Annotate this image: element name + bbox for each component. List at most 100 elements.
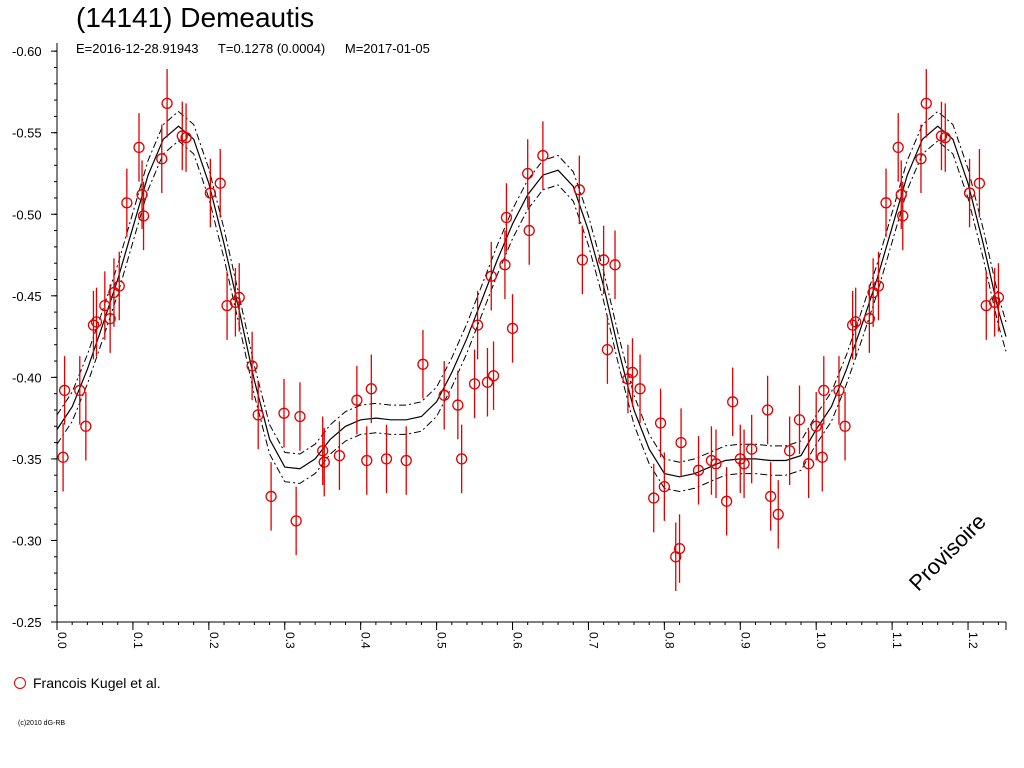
data-point <box>233 291 245 304</box>
data-point <box>265 490 277 503</box>
y-tick-label: -0.35 <box>12 452 42 467</box>
fit-curves <box>56 110 1007 493</box>
y-tick-label: -0.40 <box>12 370 42 385</box>
data-point <box>601 343 614 356</box>
data-point <box>537 149 549 162</box>
data-point <box>576 254 589 266</box>
data-point <box>783 445 796 457</box>
legend-label: Francois Kugel et al. <box>33 675 161 691</box>
data-point <box>597 254 610 266</box>
data-point <box>417 358 429 370</box>
data-point <box>204 187 217 199</box>
data-point <box>481 376 494 388</box>
period-label: T=0.1278 (0.0004) <box>217 41 326 56</box>
data-point <box>133 141 145 154</box>
fit-upper-band <box>56 110 1007 463</box>
data-point <box>626 366 639 379</box>
data-point <box>87 319 100 331</box>
mid-date-label: M=2017-01-05 <box>344 41 430 56</box>
data-point <box>939 131 951 144</box>
data-point <box>74 384 86 397</box>
y-tick-label: -0.50 <box>12 207 42 222</box>
data-point <box>573 184 585 196</box>
data-point <box>846 319 859 331</box>
data-point <box>104 312 116 325</box>
data-point <box>833 384 845 397</box>
data-point <box>487 370 500 382</box>
fit-curve <box>56 125 1007 478</box>
x-tick-label: 0.5 <box>435 632 449 649</box>
x-tick-label: 0.1 <box>131 632 145 649</box>
x-tick-label: 0.3 <box>283 632 297 649</box>
data-point <box>456 453 468 465</box>
data-point <box>500 211 513 224</box>
data-point <box>246 360 258 372</box>
data-point <box>673 542 686 555</box>
data-point <box>137 210 150 222</box>
data-point <box>895 189 907 201</box>
data-point <box>802 458 815 470</box>
data-point <box>872 280 885 292</box>
axes: -0.60 -0.55 -0.50 -0.45 -0.40 -0.35 -0.30 -0.25… <box>12 43 1007 649</box>
data-point <box>816 451 828 463</box>
x-tick-label: 0.0 <box>55 632 69 649</box>
data-point <box>121 197 133 209</box>
x-tick-label: 0.6 <box>511 632 525 649</box>
x-tick-label: 0.2 <box>207 632 221 649</box>
data-point <box>485 270 497 282</box>
chart-title: (14141) Demeautis <box>76 2 315 33</box>
data-point <box>365 383 377 395</box>
fit-lower-band <box>56 140 1007 493</box>
data-point <box>136 189 148 201</box>
y-tick-label: -0.45 <box>12 289 42 304</box>
data-point <box>992 291 1005 304</box>
data-point <box>746 443 758 455</box>
x-tick-label: 1.0 <box>814 632 828 649</box>
data-point <box>278 407 290 419</box>
data-point <box>113 280 125 292</box>
data-point <box>839 420 851 432</box>
observation-points <box>57 69 1005 592</box>
data-point <box>654 417 667 429</box>
data-point <box>727 396 739 408</box>
data-point <box>90 316 103 328</box>
data-point <box>380 453 393 465</box>
data-point <box>58 384 71 397</box>
data-point <box>499 259 511 271</box>
data-point <box>294 410 306 423</box>
data-point <box>764 490 777 503</box>
data-point <box>522 167 534 180</box>
data-point <box>80 420 92 432</box>
data-point <box>810 420 822 432</box>
y-tick-label: -0.25 <box>12 615 42 630</box>
data-point <box>738 458 750 470</box>
y-tick-label: -0.30 <box>12 533 42 548</box>
data-point <box>720 495 733 507</box>
copyright-text: (c)2010 dG-RB <box>18 720 66 727</box>
data-point <box>710 458 722 470</box>
data-point <box>506 322 519 335</box>
data-point <box>761 404 774 416</box>
data-point <box>973 177 986 189</box>
data-point <box>318 456 330 468</box>
x-tick-label: 1.1 <box>890 632 904 649</box>
x-tick-label: 0.4 <box>359 632 373 649</box>
epoch-label: E=2016-12-28.91943 <box>76 41 199 56</box>
data-point <box>317 445 329 457</box>
data-point <box>892 141 904 154</box>
data-point <box>351 394 363 406</box>
x-tick-label: 0.7 <box>586 632 600 649</box>
data-point <box>471 319 484 331</box>
data-point <box>333 449 346 462</box>
legend-marker-icon <box>14 677 26 689</box>
x-tick-label: 0.9 <box>738 632 752 649</box>
data-point <box>156 153 168 165</box>
data-point <box>818 384 830 397</box>
data-point <box>609 259 621 271</box>
data-point <box>634 383 646 395</box>
data-point <box>361 454 373 467</box>
data-point <box>675 436 687 449</box>
x-tick-label: 0.8 <box>662 632 676 649</box>
data-point <box>863 312 875 325</box>
